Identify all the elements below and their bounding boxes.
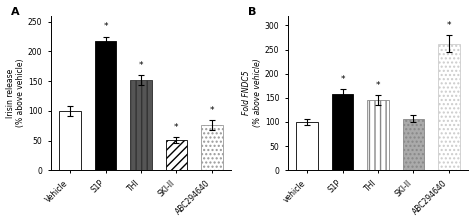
Text: *: *	[139, 61, 143, 70]
Y-axis label: Fold FNDC5
(% above vehicle): Fold FNDC5 (% above vehicle)	[243, 59, 262, 127]
Bar	[201, 125, 222, 170]
Bar	[367, 100, 389, 170]
Bar	[95, 41, 116, 170]
Text: *: *	[210, 106, 214, 115]
Y-axis label: Irisin release
(% above vehicle): Irisin release (% above vehicle)	[6, 59, 25, 127]
Bar	[403, 119, 424, 170]
Bar	[166, 140, 187, 170]
Text: *: *	[447, 21, 451, 30]
Text: *: *	[340, 75, 345, 84]
Text: B: B	[248, 7, 256, 17]
Bar	[332, 94, 353, 170]
Text: *: *	[174, 123, 179, 132]
Text: A: A	[11, 7, 19, 17]
Bar	[438, 44, 460, 170]
Bar	[130, 80, 152, 170]
Bar	[297, 122, 318, 170]
Text: *: *	[376, 81, 380, 89]
Bar	[59, 111, 81, 170]
Text: *: *	[103, 22, 108, 31]
